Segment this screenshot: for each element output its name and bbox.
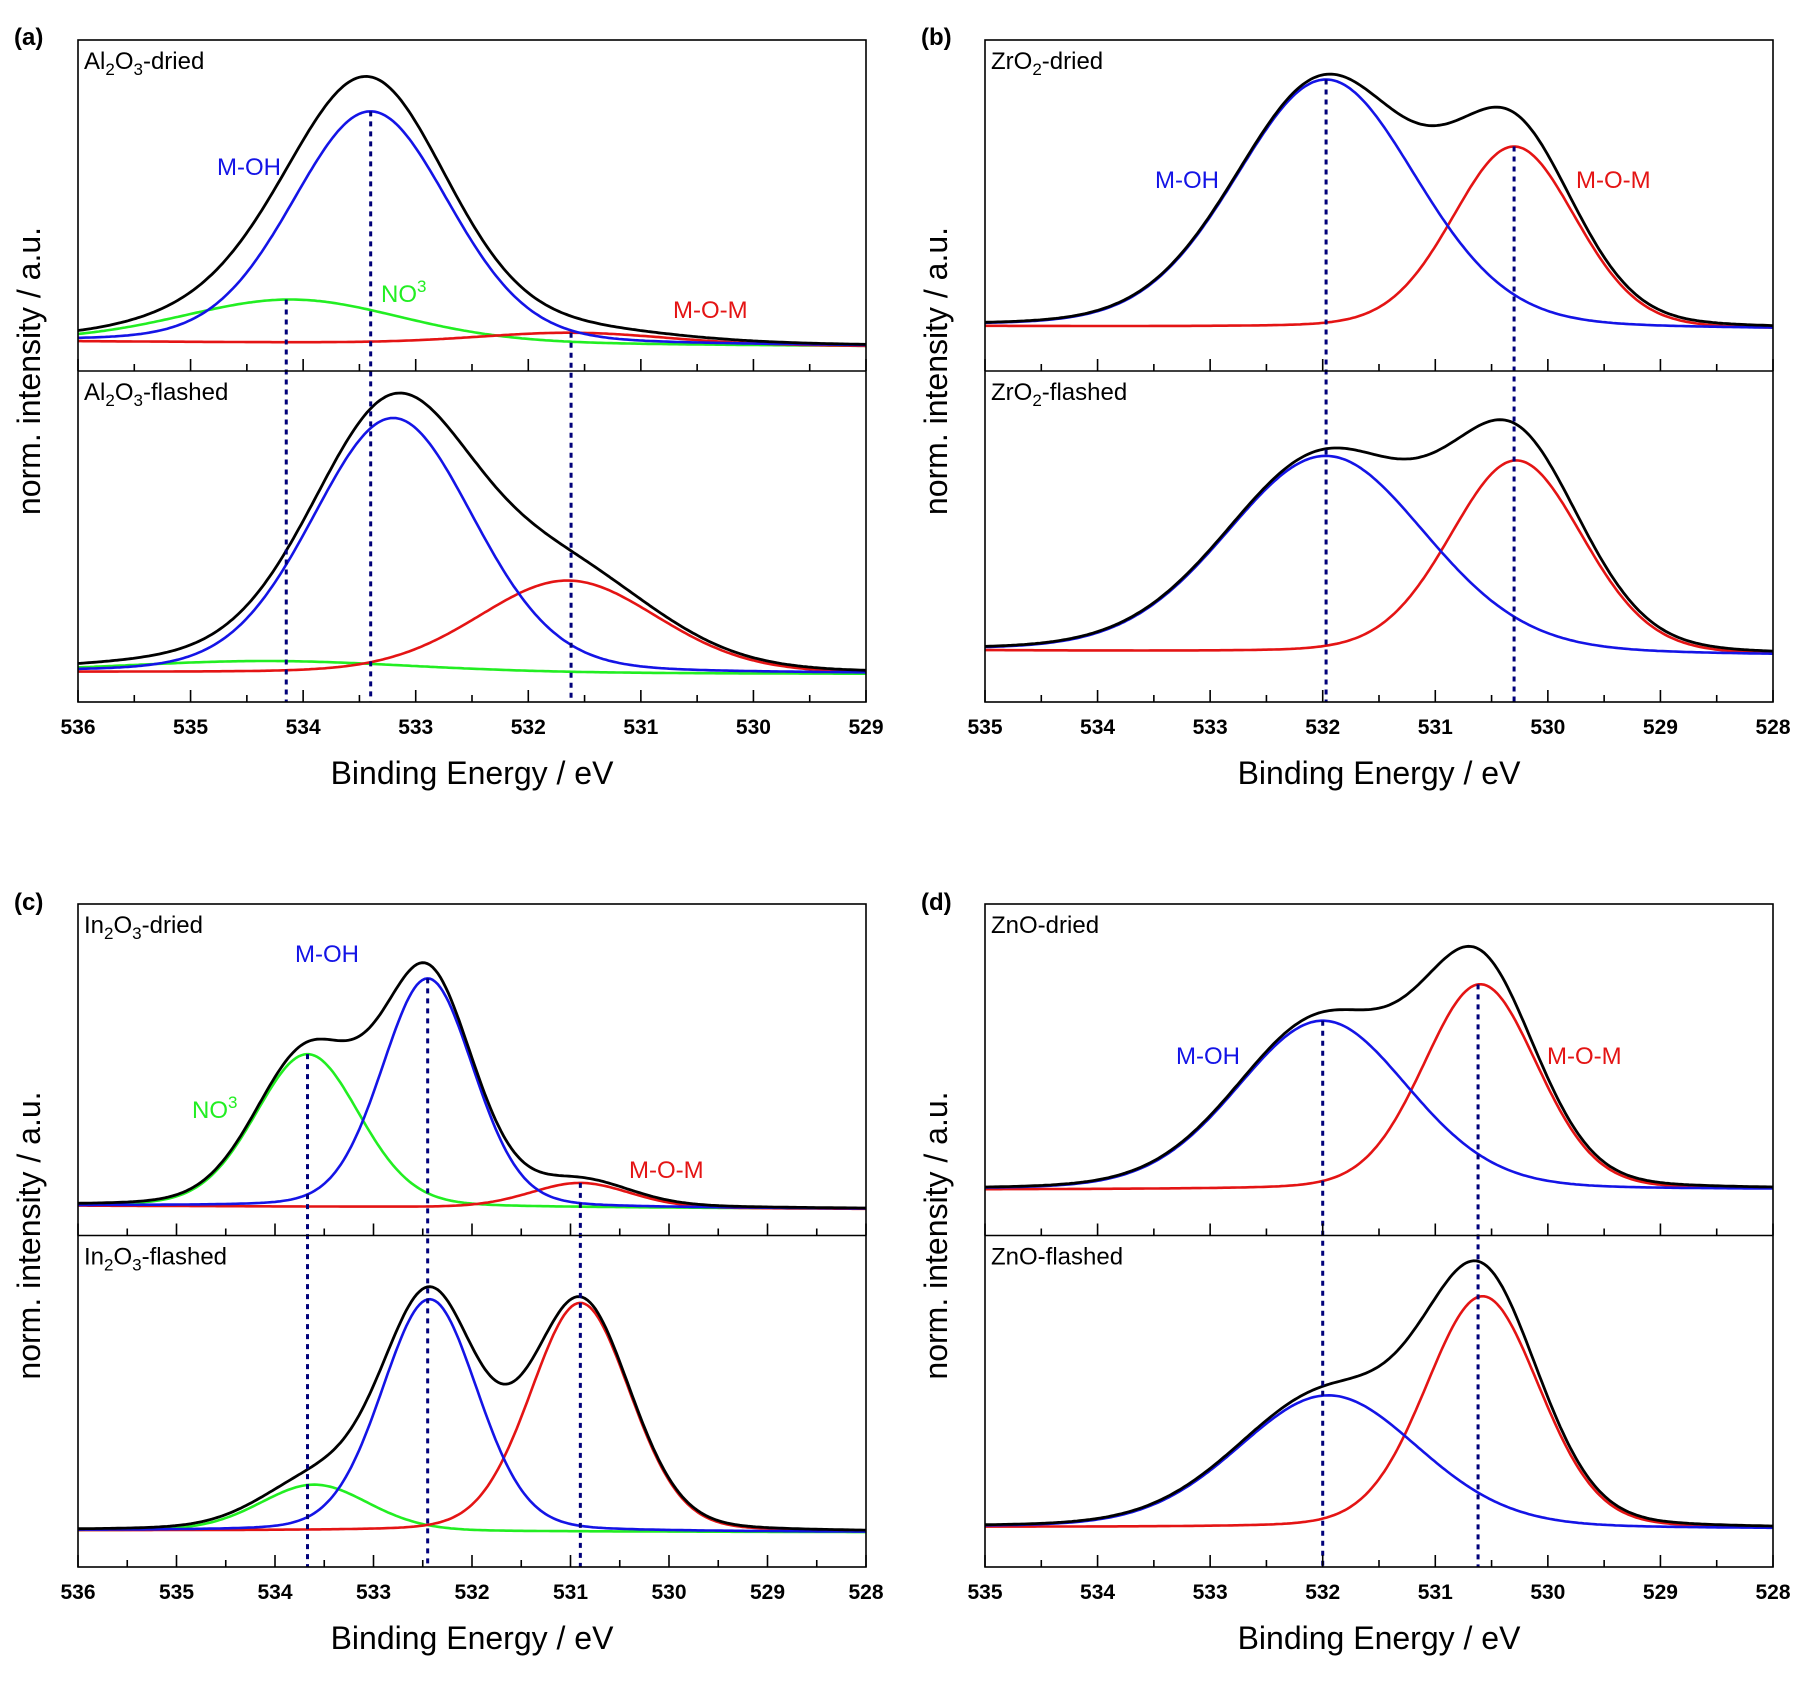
x-tick-label: 534 bbox=[1080, 716, 1115, 739]
curve-m-o-m bbox=[985, 983, 1773, 1191]
subplot-dried: ZrO2​-dried M-OH M-O-M bbox=[984, 48, 1774, 329]
x-tick-label: 528 bbox=[1755, 716, 1790, 739]
sample-label: ZrO2​-dried bbox=[991, 48, 1103, 79]
sample-label: ZnO-dried bbox=[991, 912, 1099, 939]
x-tick-label: 535 bbox=[967, 716, 1002, 739]
x-tick-label: 529 bbox=[750, 1581, 785, 1604]
y-axis-title: norm. intensity / a.u. bbox=[11, 227, 47, 515]
x-tick-label: 533 bbox=[1193, 1581, 1228, 1604]
curve-envelope bbox=[78, 1285, 866, 1532]
subplot-dried: Al2​O3​-dried M-OH NO3​ M-O-M bbox=[77, 48, 867, 348]
sample-label: Al2​O3​-dried bbox=[84, 48, 204, 79]
curve-m-oh bbox=[985, 1019, 1773, 1190]
x-tick-label: 533 bbox=[356, 1581, 391, 1604]
x-tick-label: 531 bbox=[553, 1581, 588, 1604]
x-tick-label: 533 bbox=[398, 716, 433, 739]
subplot-flashed: ZnO-flashed bbox=[984, 1244, 1773, 1530]
sample-label: ZrO2​-flashed bbox=[991, 379, 1127, 410]
x-tick-label: 532 bbox=[1305, 716, 1340, 739]
x-tick-label: 536 bbox=[60, 1581, 95, 1604]
curve-envelope bbox=[985, 944, 1774, 1189]
x-tick-label: 528 bbox=[848, 1581, 883, 1604]
component-label-m-o-m: M-O-M bbox=[629, 1157, 704, 1184]
curve-m-oh bbox=[984, 78, 1773, 329]
x-tick-label: 536 bbox=[60, 716, 95, 739]
curve-m-o-m bbox=[985, 1295, 1773, 1529]
component-label-m-oh: M-OH bbox=[295, 941, 359, 968]
curve-envelope bbox=[77, 391, 867, 672]
component-label-m-o-m: M-O-M bbox=[673, 297, 748, 324]
x-tick-label: 534 bbox=[286, 716, 321, 739]
component-label-m-o-m: M-O-M bbox=[1576, 167, 1651, 194]
panel-a: (a) Al2​O3​-dried M-OH NO3​ M-O-M Al2​O3​-fla… bbox=[11, 24, 884, 791]
component-label-no3: NO3​ bbox=[192, 1093, 237, 1124]
x-tick-label: 535 bbox=[967, 1581, 1002, 1604]
x-tick-label: 534 bbox=[257, 1581, 292, 1604]
curve-m-o-m bbox=[985, 145, 1774, 329]
x-tick-label: 529 bbox=[1643, 716, 1678, 739]
x-tick-label: 530 bbox=[1530, 1581, 1565, 1604]
subplot-dried: In2​O3​-dried M-OH NO3​ M-O-M bbox=[77, 912, 867, 1211]
x-tick-label: 532 bbox=[1305, 1581, 1340, 1604]
curve-envelope bbox=[985, 1259, 1773, 1528]
curve-m-o-m bbox=[78, 1301, 866, 1533]
x-tick-label: 531 bbox=[1418, 1581, 1453, 1604]
curve-m-oh bbox=[77, 1297, 866, 1533]
panel-c: (c) In2​O3​-dried M-OH NO3​ M-O-M In2​O3​-fla… bbox=[11, 889, 884, 1656]
y-axis-title: norm. intensity / a.u. bbox=[11, 1091, 47, 1379]
component-label-m-oh: M-OH bbox=[1155, 167, 1219, 194]
curve-m-oh bbox=[77, 416, 867, 674]
curve-m-oh bbox=[78, 977, 867, 1210]
sample-label: ZnO-flashed bbox=[991, 1244, 1123, 1271]
subplot-flashed: In2​O3​-flashed bbox=[77, 1244, 866, 1534]
y-axis-title: norm. intensity / a.u. bbox=[918, 227, 954, 515]
component-label-m-o-m: M-O-M bbox=[1547, 1043, 1622, 1070]
curve-m-oh bbox=[984, 1393, 1773, 1530]
panel-letter: (d) bbox=[921, 889, 952, 916]
x-tick-label: 535 bbox=[173, 716, 208, 739]
x-tick-label: 533 bbox=[1193, 716, 1228, 739]
x-tick-label: 535 bbox=[159, 1581, 194, 1604]
x-tick-label: 534 bbox=[1080, 1581, 1115, 1604]
curve-no3 bbox=[77, 298, 867, 348]
x-tick-label: 528 bbox=[1755, 1581, 1790, 1604]
panel-letter: (a) bbox=[14, 24, 43, 51]
panel-letter: (c) bbox=[14, 889, 43, 916]
y-axis-title: norm. intensity / a.u. bbox=[918, 1091, 954, 1379]
curve-envelope bbox=[984, 418, 1774, 653]
x-tick-label: 529 bbox=[848, 716, 883, 739]
x-tick-label: 532 bbox=[454, 1581, 489, 1604]
x-tick-label: 530 bbox=[651, 1581, 686, 1604]
x-tick-label: 530 bbox=[1530, 716, 1565, 739]
curve-envelope bbox=[984, 72, 1774, 327]
component-label-no3: NO3​ bbox=[381, 277, 426, 308]
curve-envelope bbox=[77, 74, 867, 346]
x-tick-label: 531 bbox=[623, 716, 658, 739]
curve-no3 bbox=[77, 659, 866, 675]
x-tick-label: 529 bbox=[1643, 1581, 1678, 1604]
x-tick-label: 530 bbox=[736, 716, 771, 739]
subplot-dried: ZnO-dried M-OH M-O-M bbox=[985, 912, 1774, 1191]
curve-m-o-m bbox=[78, 579, 866, 674]
x-axis-title: Binding Energy / eV bbox=[1238, 755, 1522, 791]
sample-label: In2​O3​-dried bbox=[84, 912, 203, 943]
sample-label: In2​O3​-flashed bbox=[84, 1244, 227, 1275]
curve-m-oh bbox=[78, 110, 866, 347]
subplot-flashed: Al2​O3​-flashed bbox=[77, 379, 867, 675]
x-axis-title: Binding Energy / eV bbox=[331, 755, 615, 791]
x-tick-label: 531 bbox=[1418, 716, 1453, 739]
curve-m-o-m bbox=[985, 459, 1774, 655]
panel-d: (d) ZnO-dried M-OH M-O-M ZnO-flashed 535 534 53… bbox=[918, 889, 1791, 1656]
component-label-m-oh: M-OH bbox=[1176, 1043, 1240, 1070]
x-tick-label: 532 bbox=[511, 716, 546, 739]
sample-label: Al2​O3​-flashed bbox=[84, 379, 228, 410]
component-label-m-oh: M-OH bbox=[217, 154, 281, 181]
panel-letter: (b) bbox=[921, 24, 952, 51]
subplot-flashed: ZrO2​-flashed bbox=[984, 379, 1774, 655]
x-axis-title: Binding Energy / eV bbox=[1238, 1620, 1522, 1656]
panel-b: (b) ZrO2​-dried M-OH M-O-M ZrO2​-flashed 535 5… bbox=[918, 24, 1791, 791]
curve-envelope bbox=[77, 961, 866, 1210]
x-axis-title: Binding Energy / eV bbox=[331, 1620, 615, 1656]
